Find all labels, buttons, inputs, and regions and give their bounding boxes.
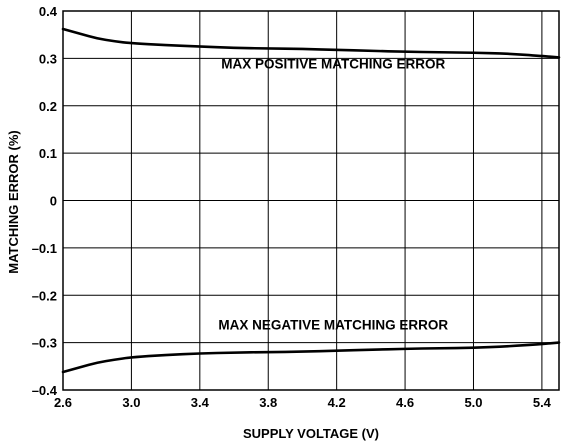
y-tick-label: –0.4 [32,383,58,398]
x-tick-label: 4.6 [396,395,414,410]
x-axis-label: SUPPLY VOLTAGE (V) [243,426,379,441]
y-tick-label: 0.2 [39,99,57,114]
y-tick-label: –0.3 [32,336,57,351]
annotation-max-positive: MAX POSITIVE MATCHING ERROR [221,56,445,71]
y-tick-label: 0 [50,194,57,209]
y-tick-label: –0.2 [32,288,57,303]
y-tick-labels: 0.4 0.3 0.2 0.1 0 –0.1 –0.2 –0.3 –0.4 [32,4,58,398]
x-tick-label: 2.6 [54,395,72,410]
y-tick-label: 0.4 [39,4,58,19]
y-tick-label: 0.1 [39,146,57,161]
y-tick-label: 0.3 [39,51,57,66]
series-line-max-positive [61,27,561,59]
annotations: MAX POSITIVE MATCHING ERROR MAX NEGATIVE … [218,56,448,332]
x-tick-label: 5.0 [464,395,482,410]
x-tick-labels: 2.6 3.0 3.4 3.8 4.2 4.6 5.0 5.4 [54,395,552,410]
series-lines [61,27,561,374]
x-tick-label: 3.8 [259,395,277,410]
y-axis-label: MATCHING ERROR (%) [6,130,21,273]
x-tick-label: 4.2 [328,395,346,410]
x-tick-label: 3.4 [191,395,210,410]
annotation-max-negative: MAX NEGATIVE MATCHING ERROR [218,317,448,332]
plot-frame [62,10,560,391]
series-line-max-negative [61,341,561,374]
y-tick-label: –0.1 [32,241,57,256]
x-tick-label: 5.4 [533,395,552,410]
x-tick-label: 3.0 [122,395,140,410]
